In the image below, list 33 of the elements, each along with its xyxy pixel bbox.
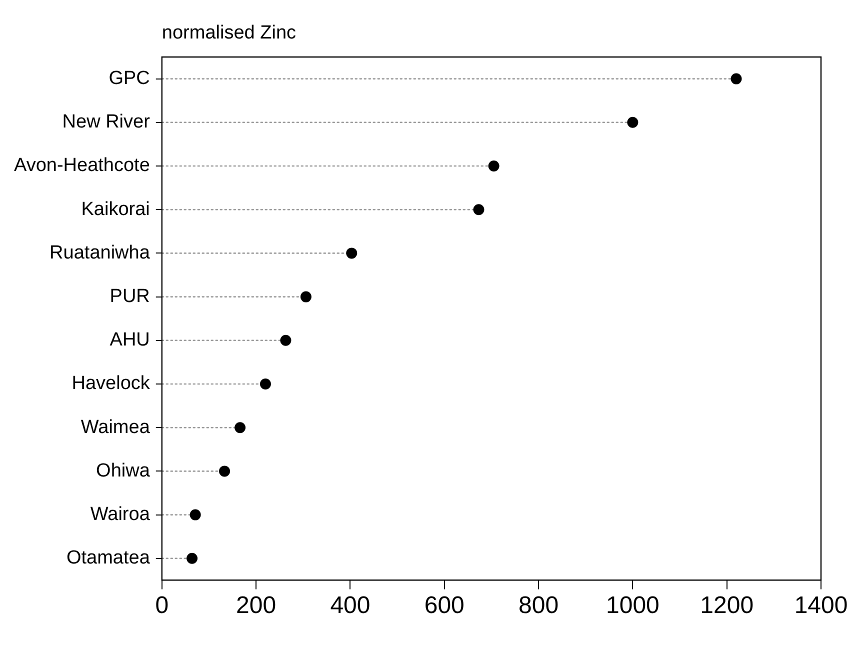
point	[186, 552, 198, 564]
point	[190, 509, 201, 520]
point	[234, 422, 246, 434]
y-tick-label: New River	[62, 112, 151, 133]
chart-title: normalised Zinc	[162, 22, 296, 44]
y-tick-label: Ruataniwha	[50, 242, 150, 264]
y-tick-label: Waimea	[80, 416, 150, 438]
x-tick-label: 400	[330, 592, 370, 620]
y-tick-label: GPC	[108, 68, 150, 90]
point	[300, 291, 312, 302]
point	[730, 73, 742, 84]
point	[280, 334, 292, 346]
y-tick-label: Otamatea	[66, 548, 150, 569]
point	[346, 248, 358, 259]
y-tick-label: Ohiwa	[96, 460, 150, 482]
y-tick-label: AHU	[110, 330, 150, 351]
x-tick-label: 1400	[794, 592, 848, 620]
point	[473, 204, 484, 216]
point	[488, 160, 500, 172]
point	[627, 116, 638, 128]
x-tick-label: 0	[155, 592, 169, 620]
x-tick-label: 800	[518, 592, 559, 620]
x-tick-label: 1200	[700, 592, 754, 620]
x-tick-label: 600	[424, 592, 464, 620]
x-tick-label: 1000	[606, 592, 660, 620]
point	[219, 466, 230, 477]
x-tick-label: 200	[236, 592, 276, 620]
y-tick-label: Wairoa	[90, 504, 150, 526]
point	[260, 378, 271, 390]
y-tick-label: PUR	[110, 286, 150, 308]
y-tick-label: Havelock	[72, 373, 150, 394]
y-tick-label: Kaikorai	[81, 198, 150, 220]
y-tick-label: Avon-Heathcote	[14, 155, 150, 176]
